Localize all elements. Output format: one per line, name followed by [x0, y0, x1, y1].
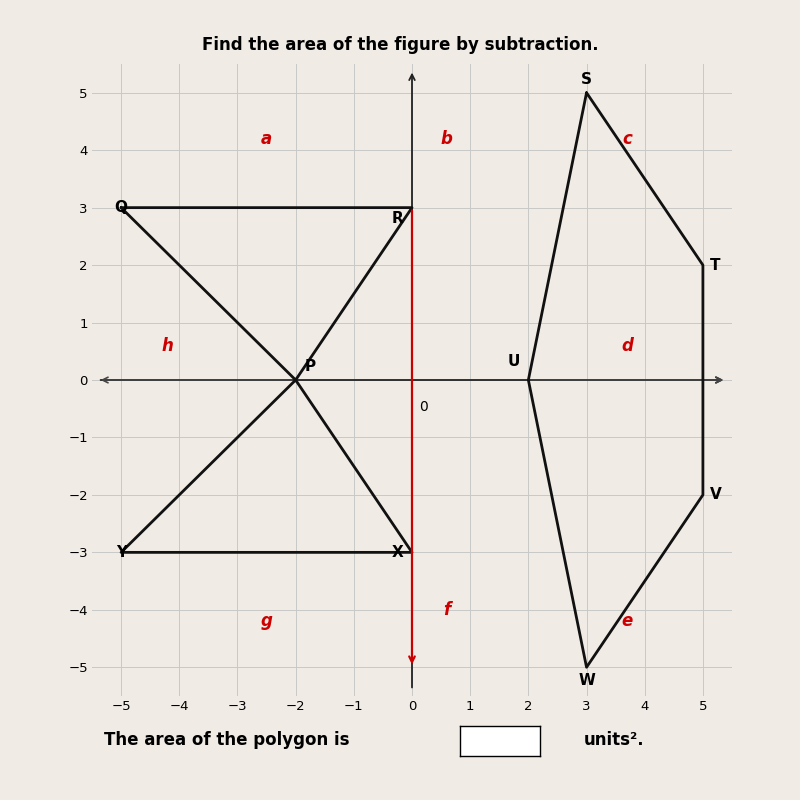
Text: Q: Q [114, 200, 127, 215]
Text: d: d [622, 337, 634, 354]
Text: Y: Y [116, 545, 127, 560]
Text: W: W [578, 673, 595, 688]
Text: b: b [441, 130, 453, 148]
Text: g: g [261, 612, 273, 630]
Text: h: h [162, 337, 174, 354]
Text: e: e [622, 612, 633, 630]
Text: a: a [261, 130, 272, 148]
Text: f: f [443, 601, 450, 619]
Text: Find the area of the figure by subtraction.: Find the area of the figure by subtracti… [202, 36, 598, 54]
Text: V: V [710, 487, 722, 502]
Text: P: P [304, 359, 315, 374]
Text: c: c [622, 130, 632, 148]
Text: units².: units². [584, 731, 645, 749]
Text: X: X [391, 545, 403, 560]
Text: The area of the polygon is: The area of the polygon is [104, 731, 350, 749]
Text: 0: 0 [419, 400, 428, 414]
Text: T: T [710, 258, 720, 273]
Text: U: U [507, 354, 520, 369]
Text: R: R [391, 210, 403, 226]
Text: S: S [581, 72, 592, 87]
